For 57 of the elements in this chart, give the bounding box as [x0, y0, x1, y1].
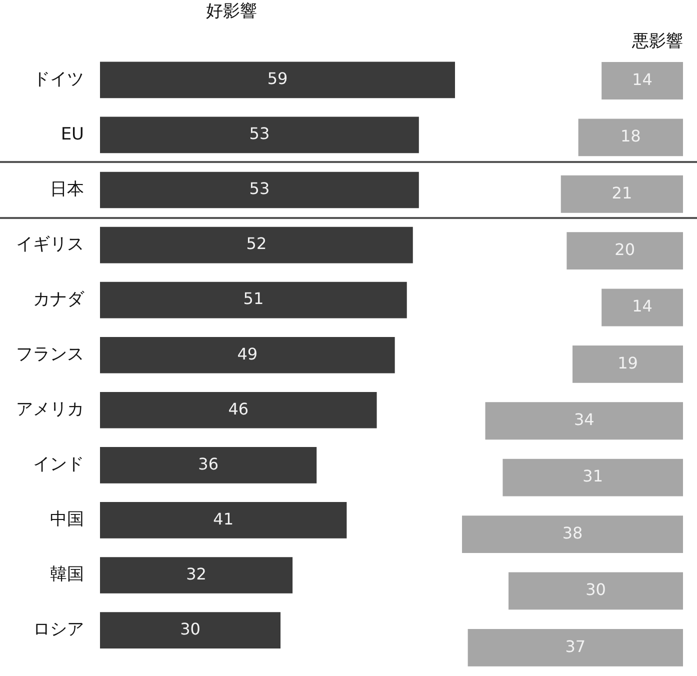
data-label: 38: [562, 523, 583, 542]
bar: [100, 447, 317, 484]
y-tick-label: 中国: [50, 510, 84, 530]
chart-title: 悪影響: [631, 32, 683, 52]
data-label: 51: [243, 289, 264, 308]
data-label: 46: [228, 399, 249, 418]
bar: [602, 62, 683, 100]
bar: [578, 118, 683, 156]
data-label: 34: [574, 410, 594, 430]
data-label: 14: [632, 70, 652, 89]
bar: [100, 116, 419, 154]
y-tick-label: ロシア: [33, 620, 84, 640]
bar: [602, 288, 683, 326]
bar: [100, 392, 377, 428]
bar: [462, 516, 683, 553]
data-label: 53: [249, 179, 270, 198]
data-label: 30: [586, 580, 606, 600]
bar: [502, 458, 683, 496]
y-tick-label: EU: [60, 124, 84, 144]
data-label: 37: [565, 636, 586, 656]
data-label: 49: [237, 344, 258, 364]
y-tick-label: アメリカ: [16, 400, 84, 420]
y-tick-label: イギリス: [16, 234, 84, 254]
bar: [508, 572, 683, 610]
bar: [100, 557, 293, 594]
data-label: 52: [246, 234, 267, 254]
data-label: 14: [632, 296, 652, 316]
data-label: 18: [620, 126, 641, 146]
data-label: 36: [198, 454, 218, 474]
y-tick-label: カナダ: [33, 289, 85, 310]
bar: [100, 612, 281, 648]
data-label: 41: [213, 509, 234, 528]
bar: [100, 172, 419, 208]
y-tick-label: インド: [33, 454, 84, 475]
y-tick-label: 韓国: [50, 564, 84, 585]
bar: [100, 226, 413, 264]
data-label: 53: [249, 124, 270, 144]
bar: [572, 345, 683, 383]
data-label: 21: [612, 183, 632, 202]
y-tick-label: ドイツ: [33, 69, 84, 90]
data-label: 19: [618, 353, 638, 372]
chart-title: 好影響: [206, 2, 257, 22]
data-label: 59: [267, 69, 288, 88]
bar: [560, 175, 683, 213]
bar: [485, 402, 683, 440]
data-label: 30: [180, 619, 200, 638]
data-label: 32: [186, 564, 206, 584]
bar: [100, 282, 407, 318]
data-label: 31: [582, 466, 604, 486]
bar: [100, 62, 455, 98]
y-tick-label: フランス: [16, 344, 84, 365]
bar: [100, 336, 395, 374]
bar: [566, 232, 683, 270]
data-label: 20: [614, 240, 636, 259]
bar: [100, 502, 347, 538]
y-tick-label: 日本: [50, 179, 84, 200]
bar: [468, 628, 683, 666]
